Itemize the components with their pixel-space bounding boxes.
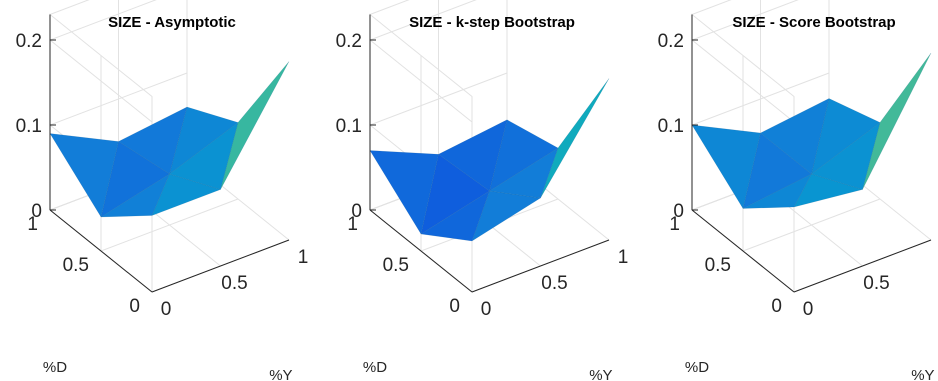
y-axis-line (691, 209, 795, 293)
y-axis-label: %D (685, 359, 709, 376)
floor-gridline-y (742, 198, 881, 252)
x-axis-line (151, 239, 290, 293)
x-tick-label: 0.5 (863, 273, 889, 294)
x-axis-label: %Y (911, 367, 934, 381)
x-tick-label: 1 (618, 247, 629, 268)
x-tick-label: 0 (161, 299, 172, 320)
z-tick-label: 0.1 (336, 116, 362, 137)
x-tick-label: 0.5 (221, 273, 247, 294)
x-tick-label: 0.5 (541, 273, 567, 294)
surface-face (100, 173, 170, 218)
surface-face (49, 133, 119, 218)
y-tick-label: 1 (669, 214, 680, 235)
z-tick-label: 0.1 (658, 116, 684, 137)
z-tick-label: 0.2 (16, 31, 42, 52)
surface-face (118, 106, 188, 175)
floor-gridline-y (100, 198, 239, 252)
z-tick-label: 0 (351, 201, 362, 222)
chart-title: SIZE - k-step Bootstrap (409, 14, 575, 31)
y-tick-label: 0 (449, 296, 460, 317)
z-tick-label: 0 (31, 201, 42, 222)
y-axis-label: %D (363, 359, 387, 376)
z-tick-label: 0.2 (658, 31, 684, 52)
z-tick-label: 0.1 (16, 116, 42, 137)
y-tick-label: 0.5 (383, 255, 409, 276)
y-tick-label: 0.5 (705, 255, 731, 276)
chart-title: SIZE - Asymptotic (108, 14, 236, 31)
y-tick-label: 1 (347, 214, 358, 235)
y-axis-line (369, 209, 473, 293)
x-axis-line (793, 239, 932, 293)
surface-face (369, 150, 439, 235)
surface-face (488, 147, 559, 199)
y-tick-label: 0 (771, 296, 782, 317)
surface-face (742, 173, 812, 209)
y-tick-label: 1 (27, 214, 38, 235)
z-tick-label: 0.2 (336, 31, 362, 52)
chart-title: SIZE - Score Bootstrap (732, 14, 895, 31)
y-tick-label: 0 (129, 296, 140, 317)
surface-face (540, 78, 610, 199)
x-tick-label: 0 (803, 299, 814, 320)
surface-face (169, 121, 239, 190)
surface-face (760, 98, 830, 175)
y-axis-label: %D (43, 359, 67, 376)
x-axis-label: %Y (589, 367, 612, 381)
z-tick-label: 0 (673, 201, 684, 222)
surface-face (811, 121, 881, 190)
surface-face (420, 190, 490, 242)
x-axis-line (471, 239, 610, 293)
y-tick-label: 0.5 (63, 255, 89, 276)
x-tick-label: 0 (481, 299, 492, 320)
surface-face (691, 124, 761, 210)
x-tick-label: 1 (298, 247, 309, 268)
y-axis-line (49, 209, 153, 293)
surface-face (438, 119, 508, 192)
x-axis-label: %Y (269, 367, 292, 381)
